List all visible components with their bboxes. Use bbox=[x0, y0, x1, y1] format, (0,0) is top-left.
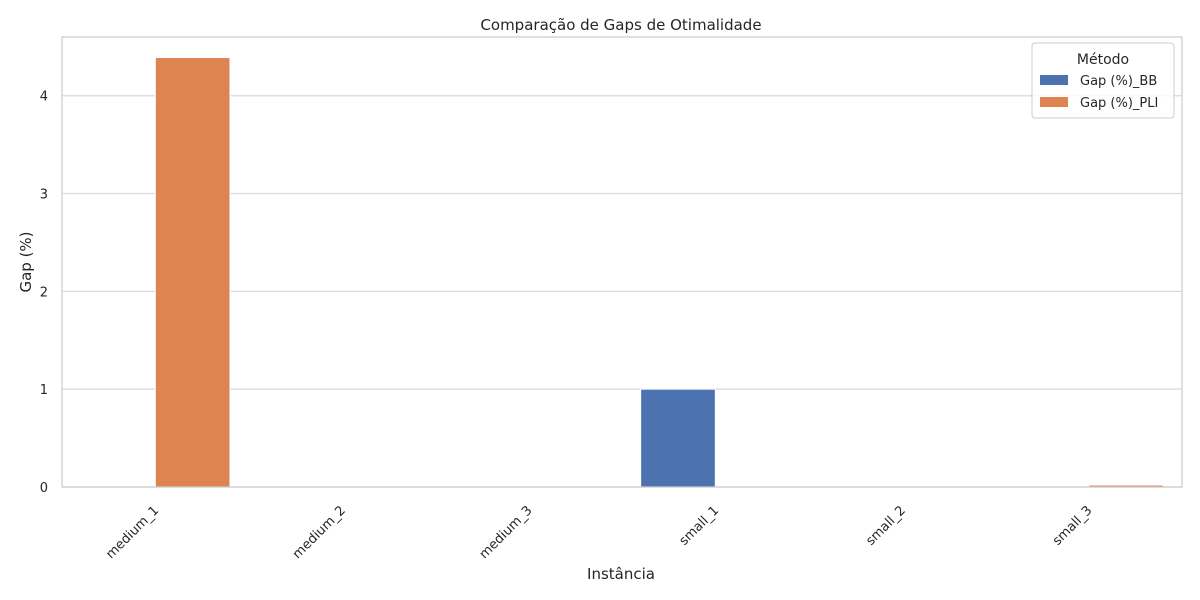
bar-bb-small_1 bbox=[640, 388, 716, 488]
y-axis-label: Gap (%) bbox=[17, 231, 35, 292]
legend-label-bb: Gap (%)_BB bbox=[1080, 74, 1157, 89]
legend-title: Método bbox=[1077, 52, 1129, 68]
y-tick-label: 0 bbox=[40, 481, 48, 496]
y-tick-label: 4 bbox=[40, 90, 48, 105]
legend-swatch-pli bbox=[1040, 97, 1068, 107]
plot-area-frame bbox=[61, 36, 1183, 488]
y-tick-labels: 0 1 2 3 4 bbox=[40, 90, 48, 496]
bars bbox=[154, 57, 1164, 488]
x-axis-label: Instância bbox=[587, 565, 655, 583]
y-tick-label: 1 bbox=[40, 383, 48, 398]
legend-swatch-bb bbox=[1040, 75, 1068, 85]
chart-title: Comparação de Gaps de Otimalidade bbox=[480, 16, 761, 34]
legend-label-pli: Gap (%)_PLI bbox=[1080, 96, 1158, 111]
legend: Método Gap (%)_BB Gap (%)_PLI bbox=[1031, 42, 1175, 119]
y-tick-label: 3 bbox=[40, 188, 48, 203]
y-tick-label: 2 bbox=[40, 285, 48, 300]
bar-pli-medium_1 bbox=[154, 57, 231, 488]
